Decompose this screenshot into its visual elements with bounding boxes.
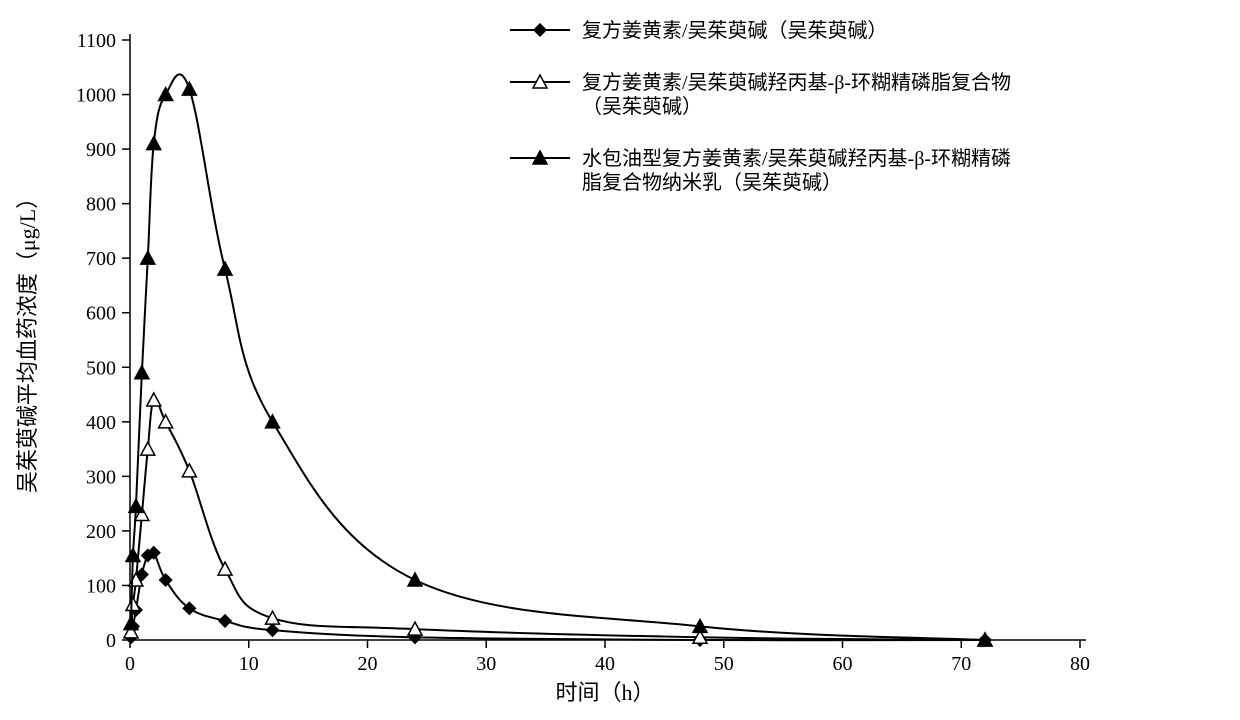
- y-axis-title: 吴茱萸碱平均血药浓度（μg/L）: [15, 187, 40, 493]
- legend-label: （吴茱萸碱）: [582, 95, 702, 118]
- diamond-marker-icon: [219, 615, 231, 627]
- x-tick-label: 60: [833, 653, 853, 675]
- y-tick-label: 200: [86, 521, 116, 543]
- y-tick-label: 500: [86, 357, 116, 379]
- y-tick-label: 400: [86, 412, 116, 434]
- y-tick-label: 1100: [77, 30, 116, 52]
- triangle-filled-marker-icon: [159, 88, 173, 101]
- y-tick-label: 900: [86, 139, 116, 161]
- legend-label: 复方姜黄素/吴茱萸碱羟丙基-β-环糊精磷脂复合物: [582, 71, 1011, 94]
- series-s1: [131, 551, 985, 641]
- diamond-marker-icon: [267, 624, 279, 636]
- triangle-open-marker-icon: [266, 611, 280, 624]
- y-tick-label: 100: [86, 575, 116, 597]
- diamond-marker-icon: [534, 24, 546, 36]
- y-tick-label: 800: [86, 194, 116, 216]
- x-tick-label: 0: [125, 653, 135, 675]
- diamond-marker-icon: [160, 574, 172, 586]
- x-tick-label: 30: [476, 653, 496, 675]
- triangle-filled-marker-icon: [218, 262, 232, 275]
- chart-svg: 0 100 200 300 400 500 600 700 800 900 1000 1100 0 10 2…: [0, 0, 1240, 720]
- triangle-open-marker-icon: [218, 562, 232, 575]
- x-tick-label: 80: [1070, 653, 1090, 675]
- x-tick-label: 10: [239, 653, 259, 675]
- triangle-filled-marker-icon: [135, 366, 149, 379]
- y-tick-label: 0: [106, 630, 116, 652]
- triangle-open-marker-icon: [182, 464, 196, 477]
- legend-label: 脂复合物纳米乳（吴茱萸碱）: [582, 171, 842, 194]
- triangle-filled-marker-icon: [141, 251, 155, 264]
- triangle-filled-marker-icon: [147, 137, 161, 150]
- x-tick-label: 20: [358, 653, 378, 675]
- triangle-open-marker-icon: [141, 442, 155, 455]
- y-tick-label: 1000: [76, 85, 116, 107]
- triangle-open-marker-icon: [147, 393, 161, 406]
- legend-label: 复方姜黄素/吴茱萸碱（吴茱萸碱）: [582, 19, 888, 42]
- y-tick-label: 600: [86, 303, 116, 325]
- x-axis-title: 时间（h）: [555, 680, 654, 705]
- triangle-filled-marker-icon: [408, 573, 422, 586]
- triangle-filled-marker-icon: [266, 415, 280, 428]
- chart-container: 0 100 200 300 400 500 600 700 800 900 1000 1100 0 10 2…: [0, 0, 1240, 720]
- y-tick-label: 300: [86, 466, 116, 488]
- triangle-filled-marker-icon: [182, 82, 196, 95]
- x-tick-label: 50: [714, 653, 734, 675]
- series-s2: [131, 399, 985, 640]
- x-tick-label: 40: [595, 653, 615, 675]
- x-tick-label: 70: [951, 653, 971, 675]
- triangle-filled-marker-icon: [129, 499, 143, 512]
- legend-label: 水包油型复方姜黄素/吴茱萸碱羟丙基-β-环糊精磷: [582, 147, 1011, 170]
- triangle-open-marker-icon: [159, 415, 173, 428]
- y-tick-label: 700: [86, 248, 116, 270]
